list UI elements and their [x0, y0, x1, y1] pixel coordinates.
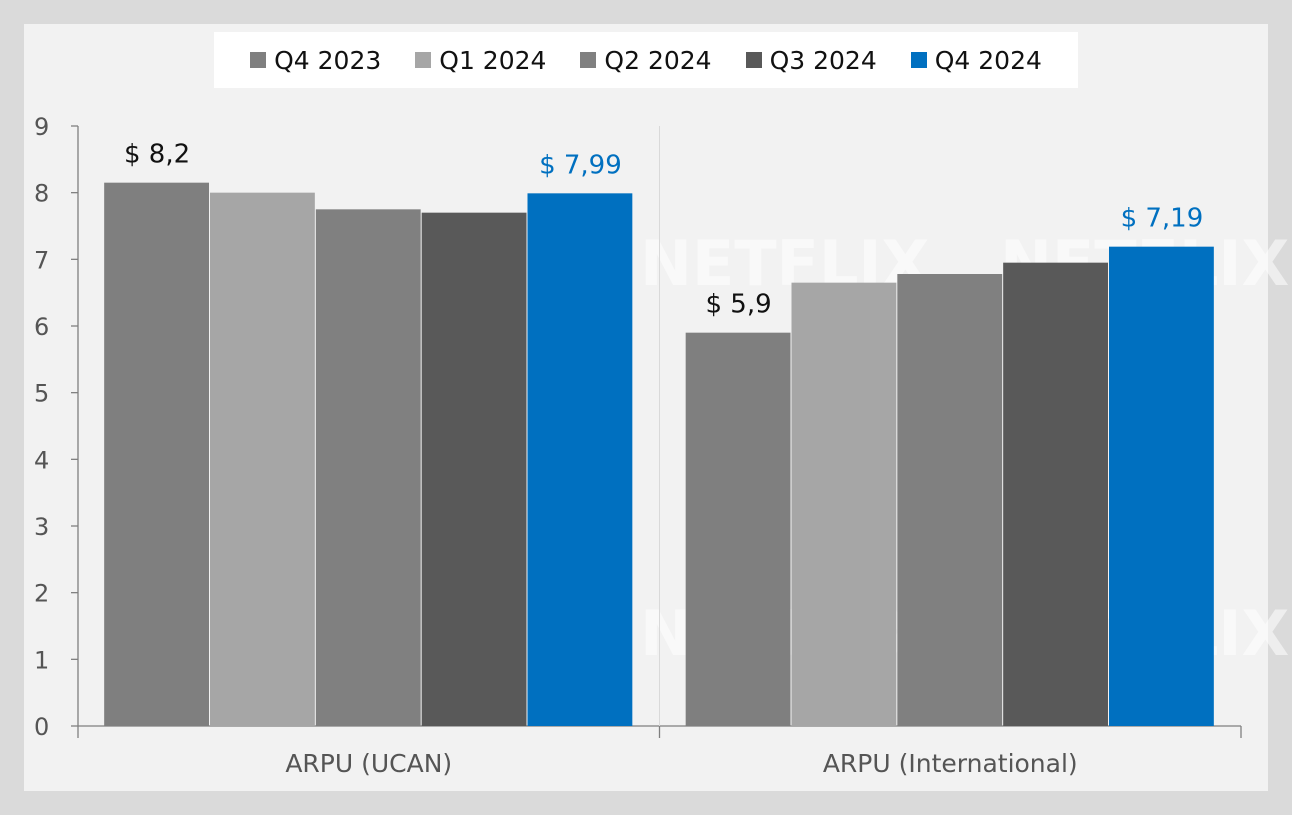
- bar: [685, 332, 791, 726]
- legend-label: Q3 2024: [769, 45, 877, 75]
- legend-swatch: [910, 52, 927, 68]
- bar: [1003, 262, 1108, 726]
- legend-swatch: [415, 52, 432, 68]
- bar: [791, 282, 897, 726]
- y-tick-label: 4: [34, 446, 49, 474]
- bar: [104, 182, 210, 726]
- data-label: $ 7,19: [1121, 204, 1204, 234]
- legend-label: Q2 2024: [604, 45, 712, 75]
- legend-item: Q2 2024: [580, 45, 712, 75]
- bar: [210, 192, 315, 726]
- legend-item: Q4 2024: [910, 45, 1042, 75]
- y-tick-label: 5: [34, 380, 49, 408]
- legend-label: Q4 2024: [934, 45, 1042, 75]
- y-tick-label: 1: [34, 646, 49, 674]
- bar: [315, 209, 421, 727]
- x-category-label: ARPU (International): [823, 749, 1078, 778]
- y-tick-label: 6: [34, 313, 49, 341]
- bar: [897, 274, 1003, 726]
- y-tick-label: 7: [34, 246, 49, 274]
- y-tick-label: 8: [34, 180, 49, 208]
- legend-item: Q4 2023: [250, 46, 381, 75]
- y-tick-label: 3: [34, 513, 49, 541]
- data-label: $ 5,9: [706, 290, 772, 320]
- legend-label: Q4 2023: [274, 45, 382, 75]
- y-tick-label: 9: [34, 113, 49, 141]
- legend-swatch: [745, 52, 762, 68]
- data-label: $ 8,2: [124, 140, 190, 170]
- data-label: $ 7,99: [539, 150, 622, 180]
- bar: [421, 212, 527, 726]
- legend-label: Q1 2024: [439, 45, 547, 75]
- chart-legend: Q4 2023 Q1 2024 Q2 2024 Q3 2024 Q4 2024: [214, 32, 1078, 88]
- bar: [527, 193, 633, 727]
- bar: [1108, 246, 1214, 726]
- legend-swatch: [250, 52, 267, 68]
- legend-swatch: [580, 52, 597, 68]
- y-tick-label: 2: [34, 580, 49, 608]
- y-tick-label: 0: [34, 713, 49, 741]
- legend-item: Q3 2024: [745, 45, 877, 75]
- legend-item: Q1 2024: [415, 46, 546, 75]
- x-category-label: ARPU (UCAN): [285, 749, 452, 778]
